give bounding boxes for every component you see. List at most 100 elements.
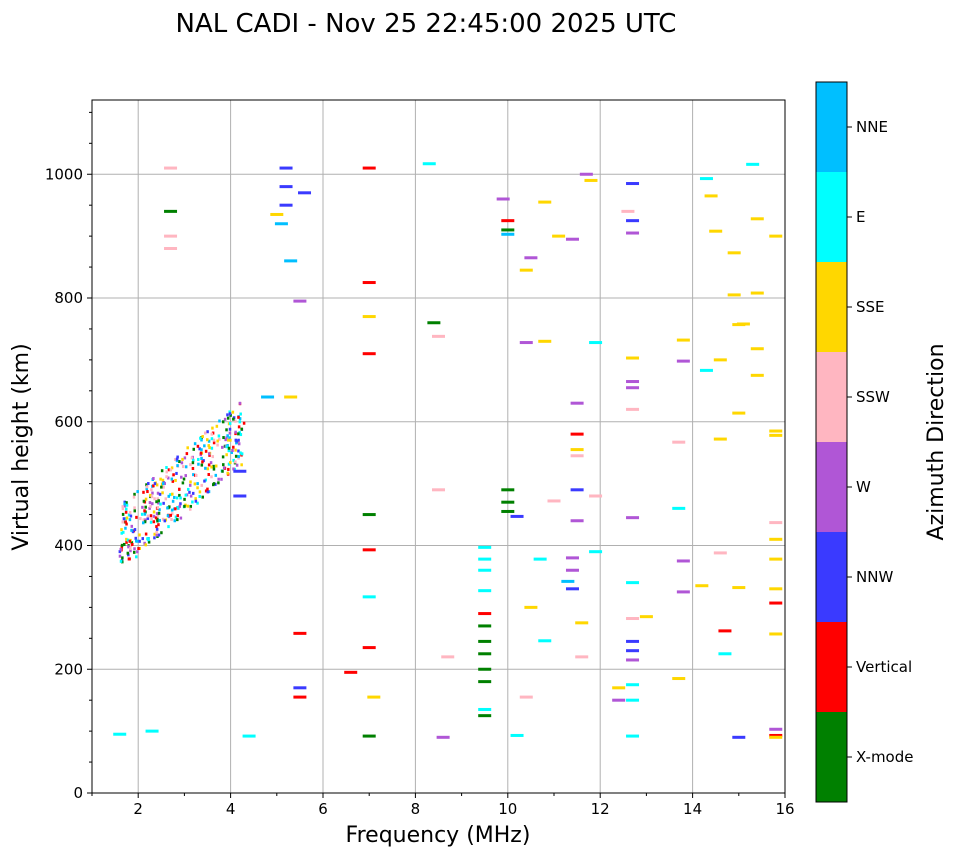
- data-point: [718, 629, 732, 633]
- data-point: [344, 670, 358, 674]
- data-point: [234, 419, 237, 423]
- data-point: [209, 461, 213, 465]
- data-point: [732, 586, 746, 590]
- data-point: [155, 527, 159, 531]
- data-point: [547, 499, 561, 503]
- x-tick-label: 10: [498, 800, 517, 818]
- data-point: [122, 517, 126, 521]
- data-point: [179, 502, 182, 506]
- colorbar-segment: [816, 622, 847, 712]
- data-point: [284, 395, 298, 399]
- data-point: [239, 433, 243, 437]
- data-point: [225, 428, 228, 432]
- data-point: [194, 499, 198, 503]
- data-point: [121, 512, 125, 516]
- data-point: [128, 557, 131, 561]
- data-point: [173, 519, 177, 523]
- data-point: [152, 477, 155, 481]
- data-point: [164, 234, 178, 238]
- data-point: [626, 581, 640, 585]
- data-point: [293, 695, 307, 699]
- data-point: [362, 281, 376, 285]
- data-point: [156, 513, 160, 517]
- data-point: [198, 490, 202, 494]
- data-point: [122, 530, 125, 534]
- data-point: [207, 444, 210, 448]
- chart-title: NAL CADI - Nov 25 22:45:00 2025 UTC: [176, 9, 677, 39]
- data-point: [125, 537, 128, 541]
- data-point: [189, 494, 193, 498]
- data-point: [234, 454, 238, 458]
- data-point: [432, 334, 445, 338]
- data-point: [142, 518, 146, 522]
- data-point: [769, 733, 783, 737]
- data-point: [147, 538, 150, 542]
- data-point: [143, 509, 146, 513]
- data-point: [149, 504, 152, 508]
- data-point: [436, 735, 450, 739]
- data-point: [626, 734, 640, 738]
- data-point: [203, 444, 206, 448]
- x-tick-label: 14: [683, 800, 702, 818]
- data-point: [156, 491, 160, 495]
- data-point: [235, 441, 238, 445]
- data-point: [237, 425, 241, 429]
- data-point: [131, 542, 134, 546]
- data-point: [144, 543, 148, 547]
- data-point: [519, 268, 533, 272]
- data-point: [211, 426, 214, 430]
- data-point: [612, 698, 626, 702]
- data-point: [170, 477, 174, 481]
- data-point: [222, 436, 225, 440]
- data-point: [203, 479, 206, 483]
- data-point: [210, 437, 214, 441]
- data-point: [182, 477, 186, 481]
- data-point: [538, 639, 552, 643]
- data-point: [206, 490, 210, 494]
- data-point: [123, 500, 126, 504]
- data-point: [173, 458, 177, 462]
- data-point: [226, 434, 229, 438]
- data-point: [129, 549, 132, 553]
- data-point: [135, 515, 138, 519]
- data-point: [293, 686, 307, 690]
- data-point: [133, 528, 137, 532]
- data-point: [207, 473, 210, 477]
- data-point: [162, 501, 165, 505]
- data-point: [427, 321, 441, 325]
- data-point: [238, 417, 242, 421]
- data-point: [736, 322, 750, 326]
- data-point: [228, 427, 232, 431]
- data-point: [217, 481, 220, 485]
- data-point: [478, 568, 492, 572]
- data-point: [224, 438, 227, 442]
- data-point: [227, 446, 231, 450]
- data-point: [242, 421, 246, 425]
- data-point: [199, 451, 203, 455]
- data-point: [732, 735, 746, 739]
- data-point: [149, 493, 152, 497]
- data-point: [575, 621, 589, 625]
- data-point: [183, 497, 186, 501]
- data-point: [208, 452, 211, 456]
- data-point: [204, 478, 208, 482]
- data-point: [206, 438, 209, 442]
- data-point: [201, 495, 204, 499]
- data-point: [695, 584, 709, 588]
- data-point: [160, 469, 164, 473]
- data-point: [227, 449, 231, 453]
- data-point: [192, 473, 195, 477]
- data-point: [570, 448, 584, 452]
- colorbar-segment: [816, 352, 847, 442]
- data-point: [144, 532, 148, 536]
- data-point: [422, 162, 436, 166]
- data-point: [188, 490, 191, 494]
- data-point: [147, 540, 151, 544]
- data-point: [298, 191, 312, 195]
- data-point: [210, 465, 213, 469]
- data-point: [121, 507, 125, 511]
- data-point: [178, 504, 181, 508]
- data-point: [196, 482, 199, 486]
- data-point: [222, 466, 226, 470]
- data-point: [156, 497, 159, 501]
